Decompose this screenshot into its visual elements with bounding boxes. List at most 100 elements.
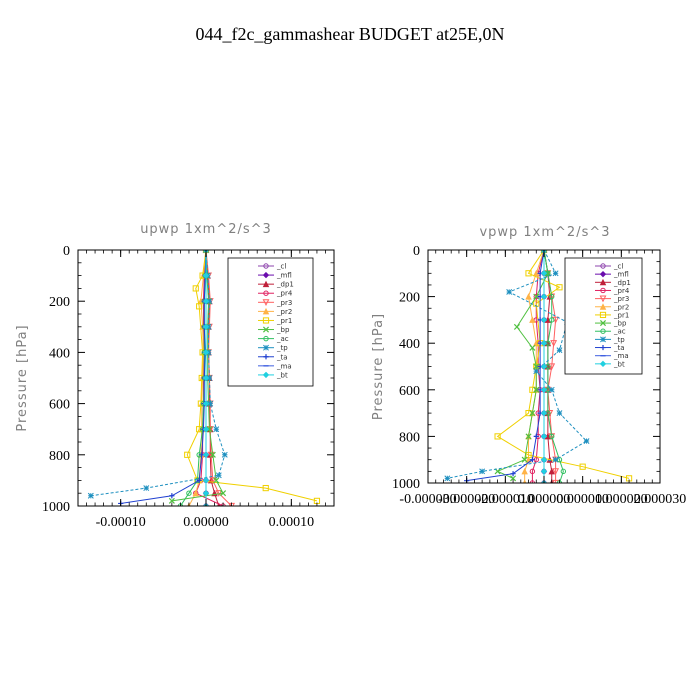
series-point-tp <box>548 386 555 393</box>
series-point-pr2 <box>529 316 536 323</box>
series-point-pr1 <box>525 410 532 417</box>
figure-title: 044_f2c_gammashear BUDGET at25E,0N <box>195 24 504 44</box>
series-point-tp <box>206 375 213 381</box>
plot-area <box>444 250 633 483</box>
series-point-bp <box>521 456 528 463</box>
legend-label-bp: _bp <box>276 326 290 334</box>
legend-label-pr3: _pr3 <box>276 299 292 307</box>
series-point-ta <box>533 433 539 439</box>
series-point-bt <box>540 409 548 417</box>
y-tick-label: 600 <box>49 398 70 413</box>
series-point-pr3 <box>209 477 217 485</box>
series-point-bt <box>202 272 210 279</box>
series-point-bt <box>540 270 548 277</box>
series-point-bp <box>533 363 540 370</box>
series-point-tp <box>213 426 220 433</box>
series-point-tp <box>206 298 213 305</box>
plot-area <box>87 250 321 506</box>
series-point-dp1 <box>217 502 221 506</box>
x-tick-label: 0.000010 <box>556 492 609 507</box>
legend-marker-pr3 <box>262 299 270 307</box>
legend-label-mfl: _mfl <box>613 271 629 279</box>
series-point-pr4 <box>529 468 536 475</box>
series-point-bp <box>510 475 517 482</box>
y-tick-label: 1000 <box>42 500 70 515</box>
series-line-ta <box>120 250 207 504</box>
y-axis-label: Pressure [hPa] <box>15 324 30 431</box>
series-point-bt <box>202 374 210 382</box>
legend: _cl_mfl_dp1_pr4_pr3_pr2_pr1_bp_ac_tp_ta_… <box>227 257 314 387</box>
legend-marker-mfl <box>262 271 270 279</box>
series-point-ta <box>169 493 175 499</box>
series-point-bt <box>540 340 548 347</box>
panel-vpwp: vpwp 1xm^2/s^3 Pressure [hPa] 0 200 400 600 80… <box>371 225 686 507</box>
series-point-tp <box>444 475 451 482</box>
legend-label-tp: _tp <box>613 336 625 344</box>
legend-marker-cl <box>600 263 606 269</box>
series-point-bp <box>513 323 520 330</box>
legend-box <box>564 257 643 375</box>
series-point-pr3 <box>552 468 560 476</box>
legend-box <box>227 257 314 387</box>
x-tick-label: -0.000020 <box>438 492 495 507</box>
series-point-pr1 <box>494 433 501 440</box>
y-tick-label: 0 <box>63 244 70 259</box>
series-point-bp <box>168 497 175 504</box>
legend-marker-pr4 <box>263 290 269 296</box>
legend-marker-pr1 <box>599 311 607 319</box>
series-point-pr2 <box>525 293 532 300</box>
series-point-tp <box>221 451 228 458</box>
series-point-pr1 <box>192 285 199 292</box>
series-point-bp <box>533 386 540 393</box>
series-point-tp <box>556 410 563 417</box>
legend-marker-bt <box>599 360 607 368</box>
legend-label-pr1: _pr1 <box>276 317 292 325</box>
legend-marker-dp1 <box>262 280 270 288</box>
panel-upwp: upwp 1xm^2/s^3 Pressure [hPa] 0 200 400 600 80… <box>15 222 335 530</box>
legend-label-ac: _ac <box>613 328 626 336</box>
legend-label-ma: _ma <box>613 352 629 360</box>
series-point-bt <box>202 490 210 497</box>
series-point-pr2 <box>522 479 527 483</box>
series-point-bt <box>540 456 548 463</box>
legend-marker-pr3 <box>599 295 607 303</box>
y-tick-label: 200 <box>49 295 70 310</box>
panel-title: vpwp 1xm^2/s^3 <box>479 225 610 240</box>
series-point-tp <box>87 492 94 499</box>
legend-label-tp: _tp <box>276 344 288 352</box>
series-point-tp <box>143 485 150 492</box>
series-point-bp <box>220 490 227 497</box>
series-point-pr1 <box>262 484 269 492</box>
legend-marker-bp <box>599 320 607 327</box>
series-point-bp <box>206 426 213 433</box>
series-point-bp <box>529 410 536 417</box>
legend-marker-bt <box>262 371 270 379</box>
legend-label-pr1: _pr1 <box>613 311 629 319</box>
series-point-pr2 <box>192 489 200 497</box>
series-point-bt <box>202 477 210 484</box>
series-point-tp <box>533 368 540 375</box>
series-point-bt <box>540 316 548 324</box>
y-tick-label: 1000 <box>392 477 420 492</box>
legend-marker-dp1 <box>599 278 607 286</box>
series-point-bp <box>533 293 540 300</box>
x-tick-label: 0.000020 <box>595 492 648 507</box>
series-point-ta <box>196 477 202 483</box>
series-point-pr1 <box>184 451 191 458</box>
legend: _cl_mfl_dp1_pr4_pr3_pr2_pr1_bp_ac_tp_ta_… <box>564 257 643 375</box>
x-tick-label: -0.000030 <box>399 492 456 507</box>
legend-label-cl: _cl <box>613 263 623 271</box>
legend-label-ta: _ta <box>613 344 625 352</box>
legend-marker-pr2 <box>599 303 607 310</box>
legend-marker-pr1 <box>262 317 270 324</box>
y-tick-label: 200 <box>399 291 420 306</box>
legend-marker-mfl <box>599 270 607 278</box>
legend-label-bt: _bt <box>613 360 625 368</box>
series-point-pr3 <box>552 479 560 483</box>
series-point-tp <box>207 400 214 407</box>
legend-label-ma: _ma <box>276 362 292 370</box>
legend-marker-ac <box>263 335 269 342</box>
x-tick-label: 0.00010 <box>269 515 315 530</box>
panel-title: upwp 1xm^2/s^3 <box>140 222 272 237</box>
